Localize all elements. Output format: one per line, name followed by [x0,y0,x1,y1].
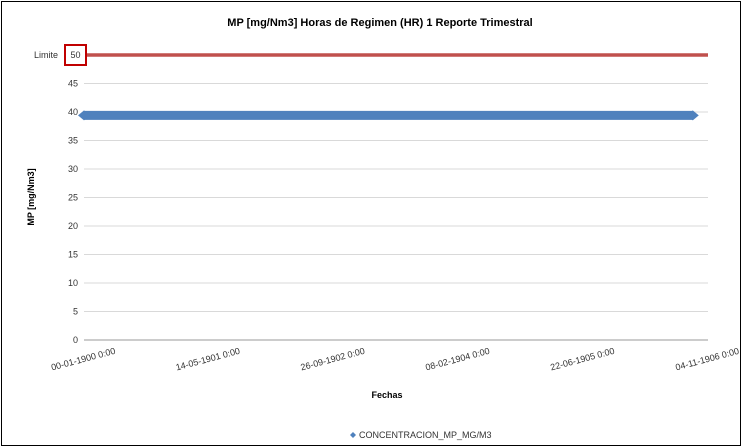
gridlines [84,54,708,341]
x-tick-label: 22-06-1905 0:00 [549,346,615,373]
legend-label: CONCENTRACION_MP_MG/M3 [359,430,492,440]
x-tick-label: 14-05-1901 0:00 [175,346,241,373]
y-axis-ticks: 0 5 10 15 20 25 30 35 40 45 50 [68,50,78,345]
limit-layer: 50 Limite [34,44,708,66]
series-layer [78,110,699,121]
limit-value-label: 50 [70,50,80,60]
legend-marker-icon [350,432,356,438]
y-tick-label: 15 [68,250,78,260]
limit-value-box [64,44,87,66]
y-tick-label: 30 [68,164,78,174]
y-tick-label: 35 [68,136,78,146]
chart-title: MP [mg/Nm3] Horas de Regimen (HR) 1 Repo… [227,17,532,29]
y-tick-label: 5 [73,307,78,317]
x-axis-label: Fechas [371,390,402,400]
y-tick-label: 25 [68,193,78,203]
x-tick-label: 08-02-1904 0:00 [424,346,490,373]
x-axis-ticks: 00-01-1900 0:00 14-05-1901 0:00 26-09-1902… [50,346,740,373]
legend: CONCENTRACION_MP_MG/M3 [350,430,492,440]
data-point [686,110,699,121]
y-tick-label: 20 [68,221,78,231]
x-tick-label: 26-09-1902 0:00 [299,346,365,373]
y-tick-label: 45 [68,79,78,89]
y-tick-label: 10 [68,278,78,288]
x-tick-label: 00-01-1900 0:00 [50,346,116,373]
y-tick-label: 40 [68,107,78,117]
y-tick-label: 0 [73,335,78,345]
y-axis-label: MP [mg/Nm3] [26,168,36,225]
limit-label: Limite [34,50,58,60]
x-tick-label: 04-11-1906 0:00 [674,346,740,373]
data-point [78,110,90,121]
